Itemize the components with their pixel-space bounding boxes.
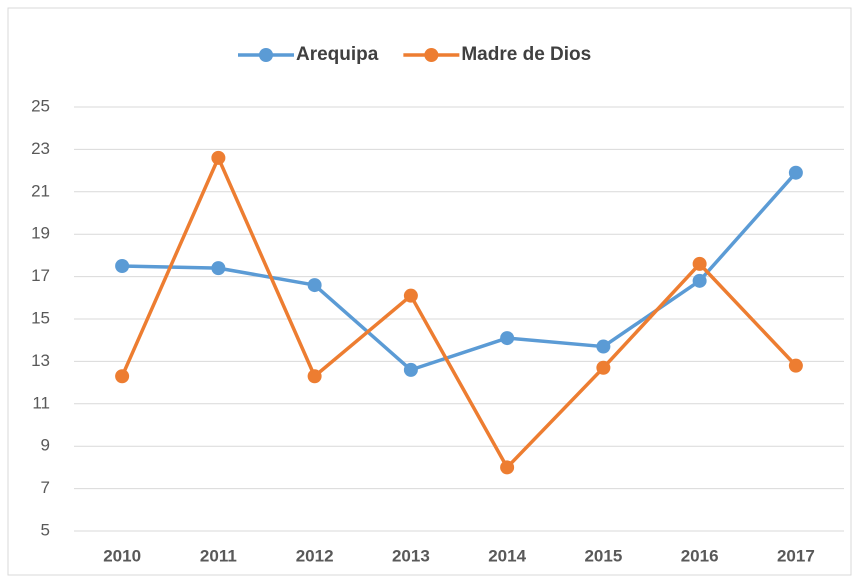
point xyxy=(403,362,418,377)
y-tick-label: 9 xyxy=(41,436,50,455)
legend-label: Arequipa xyxy=(296,44,379,65)
x-tick-label: 2010 xyxy=(103,546,141,565)
point xyxy=(403,288,418,303)
chart-frame xyxy=(7,7,852,576)
point xyxy=(211,261,226,276)
y-tick-label: 23 xyxy=(31,139,50,158)
series-line xyxy=(122,171,798,372)
y-tick-label: 15 xyxy=(31,308,50,327)
point xyxy=(692,273,707,288)
point xyxy=(500,331,515,346)
point xyxy=(788,358,803,373)
x-tick-label: 2017 xyxy=(777,546,815,565)
legend-marker xyxy=(259,48,273,62)
y-tick-label: 25 xyxy=(31,96,50,115)
x-tick-label: 2014 xyxy=(488,546,526,565)
legend-marker xyxy=(424,48,439,62)
point xyxy=(692,256,707,271)
y-tick-label: 11 xyxy=(32,393,50,412)
point xyxy=(500,460,515,475)
x-tick-label: 2011 xyxy=(200,546,237,565)
y-tick-label: 5 xyxy=(41,520,50,539)
legend-label: Madre de Dios xyxy=(461,44,591,65)
point xyxy=(596,360,611,375)
point xyxy=(211,150,226,165)
point xyxy=(307,278,322,293)
x-tick-label: 2015 xyxy=(584,546,622,565)
y-tick-label: 21 xyxy=(31,181,50,200)
x-tick-label: 2012 xyxy=(296,546,334,565)
point xyxy=(596,339,611,354)
point xyxy=(788,165,803,180)
x-tick-label: 2016 xyxy=(681,546,719,565)
y-tick-label: 13 xyxy=(31,351,50,370)
y-tick-label: 17 xyxy=(31,266,50,285)
x-tick-label: 2013 xyxy=(392,546,430,565)
point xyxy=(115,369,130,384)
point xyxy=(115,259,130,273)
series-line xyxy=(120,156,798,470)
y-tick-label: 7 xyxy=(41,478,50,497)
y-tick-label: 19 xyxy=(31,224,50,243)
point xyxy=(307,369,322,384)
